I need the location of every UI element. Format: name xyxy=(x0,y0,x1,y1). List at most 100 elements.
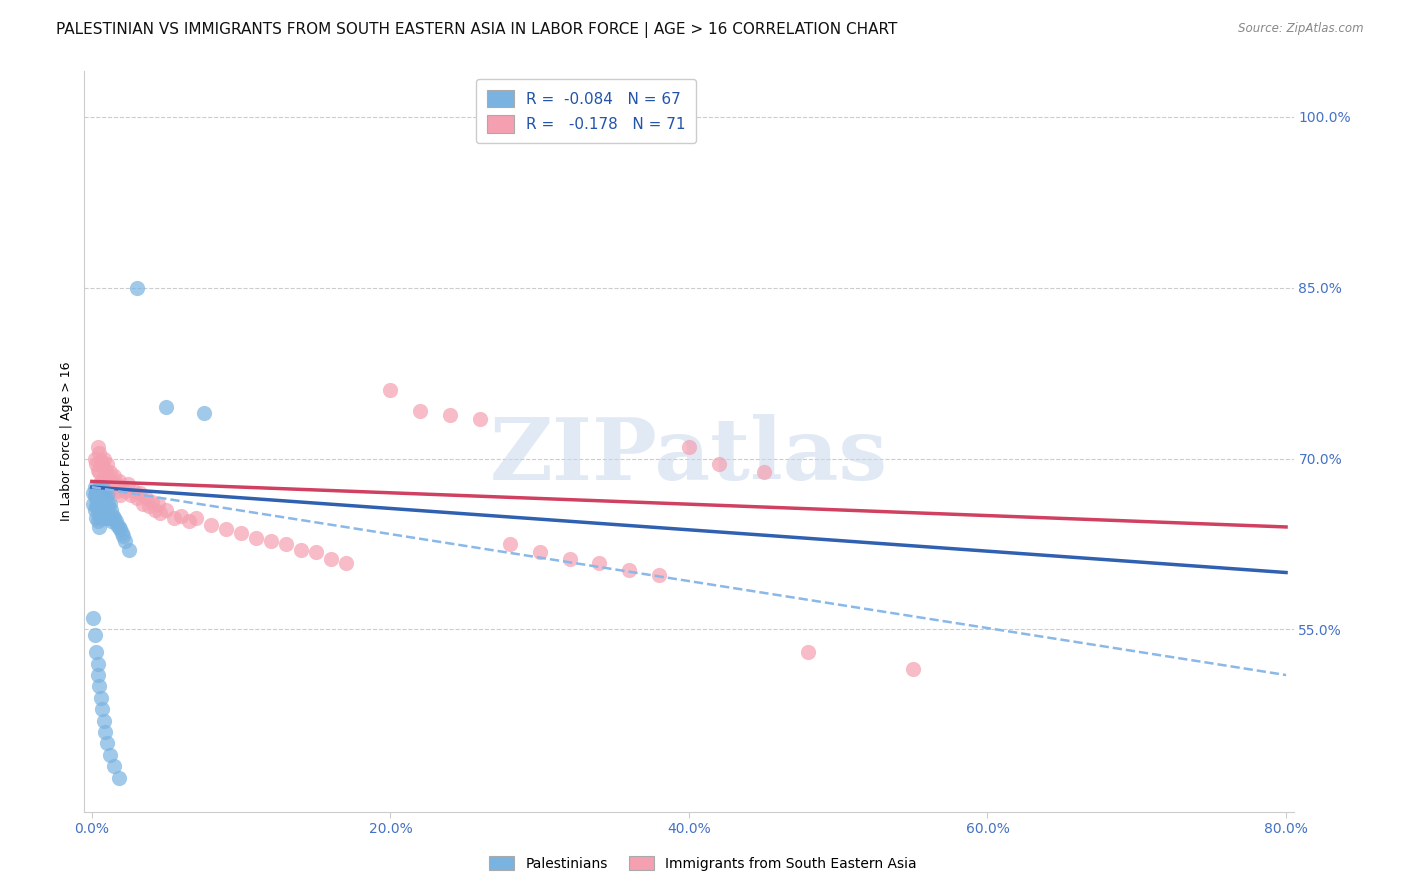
Point xyxy=(117,476,139,491)
Point xyxy=(87,503,110,517)
Point xyxy=(83,503,105,517)
Point xyxy=(91,497,114,511)
Point xyxy=(97,497,120,511)
Point xyxy=(98,465,121,479)
Point xyxy=(98,483,121,498)
Point xyxy=(84,645,107,659)
Legend: R =  -0.084   N = 67, R =   -0.178   N = 71: R = -0.084 N = 67, R = -0.178 N = 71 xyxy=(475,79,696,144)
Point xyxy=(90,454,112,468)
Point xyxy=(193,406,215,420)
Point xyxy=(108,522,131,536)
Point xyxy=(90,500,112,514)
Point xyxy=(84,483,107,498)
Point xyxy=(114,533,136,548)
Point xyxy=(87,514,110,528)
Point xyxy=(84,511,107,525)
Point xyxy=(89,488,111,502)
Point xyxy=(96,488,118,502)
Point xyxy=(103,759,125,773)
Point xyxy=(91,476,114,491)
Point xyxy=(91,458,114,472)
Point xyxy=(82,485,104,500)
Point xyxy=(558,552,581,566)
Point xyxy=(797,645,820,659)
Point xyxy=(96,511,118,525)
Point xyxy=(245,532,267,546)
Point xyxy=(103,511,125,525)
Point xyxy=(648,567,671,582)
Point xyxy=(529,545,551,559)
Point xyxy=(93,714,115,728)
Point xyxy=(499,537,522,551)
Point xyxy=(619,563,641,577)
Point xyxy=(82,611,104,625)
Point xyxy=(380,384,402,398)
Point xyxy=(125,281,148,295)
Point xyxy=(125,491,148,506)
Point xyxy=(98,511,121,525)
Point xyxy=(707,458,730,472)
Point xyxy=(97,468,120,483)
Point xyxy=(90,475,112,489)
Point xyxy=(177,514,200,528)
Text: ZIPatlas: ZIPatlas xyxy=(489,415,889,499)
Point xyxy=(87,440,110,454)
Point xyxy=(439,409,461,423)
Point xyxy=(90,491,112,506)
Point xyxy=(83,628,105,642)
Point xyxy=(93,511,115,525)
Point xyxy=(588,557,610,571)
Point xyxy=(84,458,107,472)
Text: PALESTINIAN VS IMMIGRANTS FROM SOUTH EASTERN ASIA IN LABOR FORCE | AGE > 16 CORR: PALESTINIAN VS IMMIGRANTS FROM SOUTH EAS… xyxy=(56,22,897,38)
Point xyxy=(89,520,111,534)
Point xyxy=(111,525,134,540)
Point xyxy=(163,511,186,525)
Point xyxy=(90,511,112,525)
Point xyxy=(98,497,121,511)
Point xyxy=(215,522,238,536)
Point xyxy=(141,495,163,509)
Point xyxy=(87,485,110,500)
Point xyxy=(155,503,177,517)
Point xyxy=(107,771,129,785)
Point xyxy=(409,404,432,418)
Point xyxy=(108,488,131,502)
Point xyxy=(94,725,117,739)
Point xyxy=(100,503,122,517)
Point xyxy=(94,503,117,517)
Point xyxy=(94,480,117,494)
Point xyxy=(678,440,700,454)
Point xyxy=(107,520,129,534)
Point xyxy=(89,480,111,494)
Point xyxy=(170,508,193,523)
Point xyxy=(94,491,117,506)
Point xyxy=(91,702,114,716)
Point xyxy=(143,503,166,517)
Point xyxy=(89,446,111,460)
Point xyxy=(90,483,112,498)
Legend: Palestinians, Immigrants from South Eastern Asia: Palestinians, Immigrants from South East… xyxy=(484,850,922,876)
Point xyxy=(128,485,150,500)
Point xyxy=(97,508,120,523)
Point xyxy=(101,480,124,494)
Point xyxy=(104,514,127,528)
Point xyxy=(96,476,118,491)
Point xyxy=(96,736,118,750)
Point xyxy=(468,411,491,425)
Point xyxy=(89,508,111,523)
Point xyxy=(89,497,111,511)
Point xyxy=(752,465,775,479)
Point xyxy=(83,480,105,494)
Point xyxy=(105,483,128,498)
Point xyxy=(120,488,142,502)
Point xyxy=(91,488,114,502)
Point xyxy=(84,500,107,514)
Point xyxy=(229,525,252,540)
Point xyxy=(290,542,312,557)
Point xyxy=(274,537,297,551)
Point xyxy=(91,480,114,494)
Point xyxy=(89,680,111,694)
Point xyxy=(107,475,129,489)
Point xyxy=(200,517,222,532)
Point xyxy=(146,497,169,511)
